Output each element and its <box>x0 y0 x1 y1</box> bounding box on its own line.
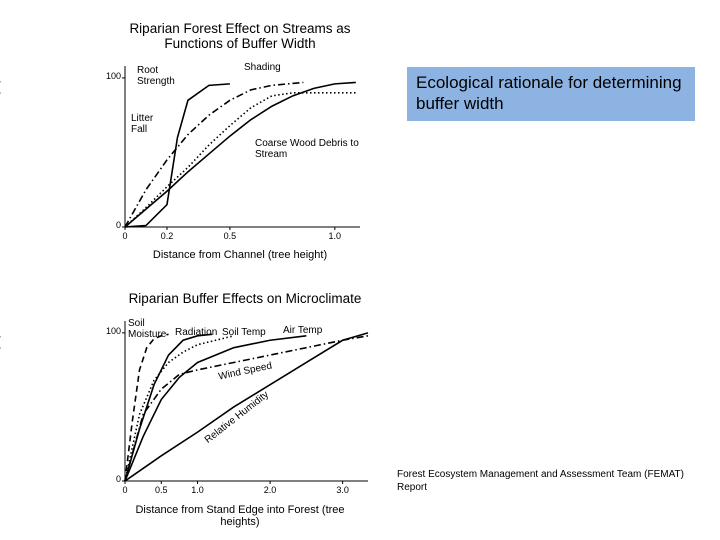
x-tick-label: 0 <box>122 485 128 495</box>
chart-title: Riparian Buffer Effects on Microclimate <box>128 291 362 306</box>
series-label: Soil Moisture <box>128 318 167 340</box>
series-line <box>124 335 234 482</box>
series-label: Radiation <box>175 327 218 338</box>
series-label: Litter Fall <box>131 113 154 135</box>
series-label: Root Strength <box>137 65 175 87</box>
series-label: Shading <box>244 62 281 73</box>
series-line <box>124 83 230 228</box>
x-tick-label: 0.5 <box>155 485 168 495</box>
y-tick-label: 0 <box>115 474 121 484</box>
chart-title: Riparian Forest Effect on Streams as Fun… <box>129 21 351 51</box>
x-axis-label: Distance from Stand Edge into Forest (tr… <box>135 504 345 529</box>
x-tick-label: 1.0 <box>191 485 204 495</box>
series-label: Soil Temp <box>222 327 266 338</box>
series-line <box>124 335 307 482</box>
x-tick-label: 0.2 <box>160 231 174 241</box>
y-tick-label: 0 <box>115 220 121 230</box>
callout: Ecological rationale for determining buf… <box>407 67 695 121</box>
series-label: Coarse Wood Debris to Stream <box>255 138 359 160</box>
series-line <box>124 81 356 228</box>
source-note: Forest Ecosystem Management and Assessme… <box>397 469 684 493</box>
x-tick-label: 1.0 <box>328 231 342 241</box>
series-line <box>124 81 304 228</box>
y-axis-label: Cumulative effectiveness (%) <box>0 305 1 505</box>
series-line <box>124 92 356 228</box>
series-label: Air Temp <box>283 325 323 336</box>
series-line <box>124 333 213 482</box>
y-tick-label: 100 <box>105 325 121 336</box>
x-tick-label: 0 <box>122 231 128 241</box>
y-tick-label: 100 <box>105 70 121 81</box>
series-line <box>124 335 369 482</box>
x-tick-label: 2.0 <box>263 485 277 495</box>
y-axis-label: Cumulative effectiveness (%) <box>0 50 1 250</box>
x-tick-label: 0.5 <box>223 231 237 241</box>
x-tick-label: 3.0 <box>336 485 349 495</box>
series-line <box>124 332 369 482</box>
series-line <box>124 333 169 482</box>
x-axis-label: Distance from Channel (tree height) <box>152 249 328 261</box>
